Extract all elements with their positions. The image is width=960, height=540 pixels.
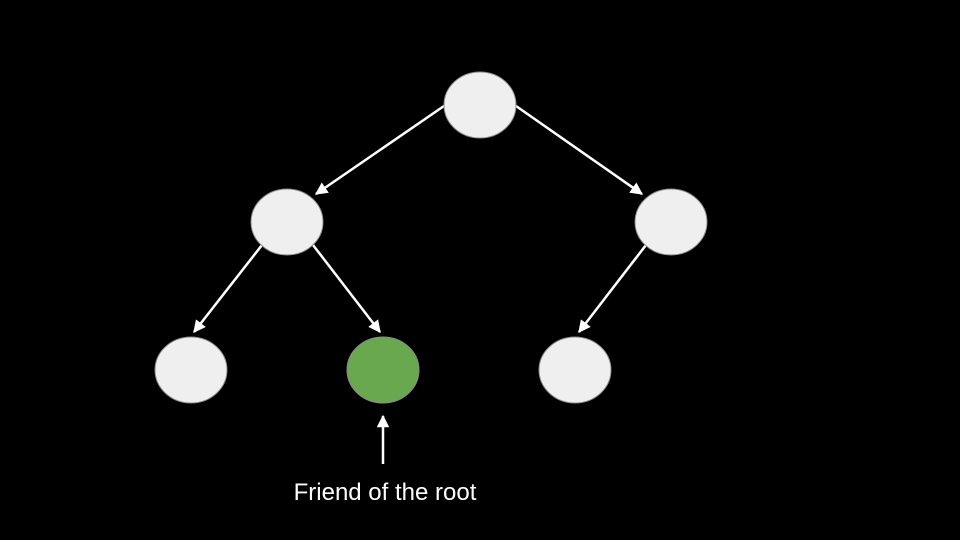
tree-node-root bbox=[443, 71, 517, 139]
edge-root-to-left bbox=[314, 104, 445, 196]
tree-node-left bbox=[250, 188, 324, 256]
edge-left-to-left-right bbox=[312, 244, 381, 333]
tree-nodes bbox=[154, 71, 708, 404]
annotation-label: Friend of the root bbox=[294, 479, 477, 506]
tree-node-right bbox=[634, 188, 708, 256]
tree-edges bbox=[193, 104, 647, 333]
edge-right-to-right-left bbox=[578, 244, 647, 333]
tree-node-left-right bbox=[346, 336, 420, 404]
annotation: Friend of the root bbox=[294, 414, 477, 506]
tree-node-right-left bbox=[538, 336, 612, 404]
edge-left-to-left-left bbox=[193, 244, 263, 333]
tree-node-left-left bbox=[154, 336, 228, 404]
edge-root-to-right bbox=[515, 104, 644, 196]
